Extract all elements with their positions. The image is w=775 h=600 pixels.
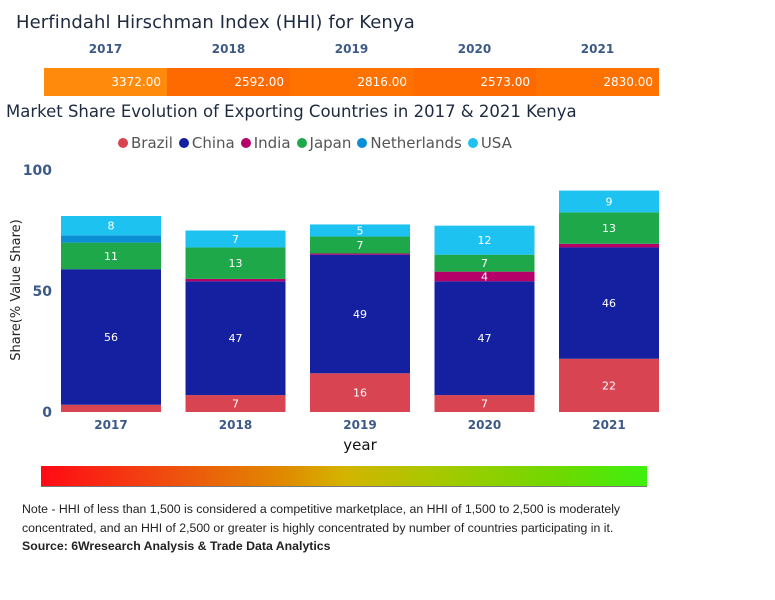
bar-segment-brazil — [434, 395, 535, 412]
legend-dot-icon — [240, 138, 251, 148]
hhi-color-scale — [41, 466, 647, 487]
bar-segment-japan — [559, 212, 659, 244]
source-text: Source: 6Wresearch Analysis & Trade Data… — [22, 539, 331, 553]
chart-legend: Brazil China India Japan Netherlands USA — [118, 134, 518, 152]
x-tick-label: 2018 — [219, 418, 252, 432]
hhi-year: 2021 — [580, 42, 615, 56]
data-label: 7 — [232, 233, 239, 246]
data-label: 4 — [481, 270, 488, 283]
data-label: 13 — [602, 222, 616, 235]
legend-dot-icon — [357, 138, 368, 148]
bar-segment-usa — [310, 224, 410, 237]
bar-segment-usa — [61, 215, 161, 236]
bar-segment-japan — [310, 236, 410, 254]
hhi-year: 2019 — [334, 42, 369, 56]
bar-segment-india — [310, 253, 410, 255]
bar-segment-china — [559, 247, 659, 359]
bar-segment-brazil — [61, 404, 161, 412]
x-tick-label: 2020 — [468, 418, 501, 432]
y-tick-label: 50 — [33, 284, 53, 300]
data-label: 7 — [481, 398, 488, 411]
y-axis-label: Share(% Value Share) — [9, 219, 24, 361]
hhi-value: 2830.00 — [536, 68, 659, 96]
legend-label: India — [253, 134, 291, 152]
bar-segment-japan — [61, 242, 161, 270]
hhi-value: 2816.00 — [290, 68, 413, 96]
x-axis-label: year — [343, 436, 377, 454]
bar-segment-usa — [559, 190, 659, 213]
legend-label: Japan — [309, 134, 352, 152]
legend-item-china[interactable]: China — [178, 134, 235, 152]
x-tick-label: 2017 — [94, 418, 127, 432]
x-tick-label: 2019 — [343, 418, 376, 432]
bar-segment-china — [310, 254, 410, 374]
hhi-value: 3372.00 — [44, 68, 167, 96]
bar-segment-china — [185, 281, 286, 396]
bar-segment-india — [434, 271, 535, 282]
legend-item-netherlands[interactable]: Netherlands — [357, 134, 462, 152]
bar-segment-netherlands — [61, 235, 161, 243]
data-label: 5 — [357, 225, 364, 238]
hhi-year: 2017 — [88, 42, 123, 56]
data-label: 11 — [104, 250, 118, 263]
data-label: 7 — [481, 257, 488, 270]
hhi-value: 2573.00 — [413, 68, 536, 96]
data-label: 7 — [232, 398, 239, 411]
bar-segment-india — [559, 243, 659, 248]
legend-dot-icon — [178, 138, 189, 148]
bar-segment-japan — [185, 247, 286, 279]
bar-segment-usa — [185, 230, 286, 248]
note-text: Note - HHI of less than 1,500 is conside… — [22, 502, 621, 535]
data-label: 7 — [357, 239, 364, 252]
bar-segment-japan — [434, 254, 535, 272]
hhi-value: 2592.00 — [167, 68, 290, 96]
legend-label: Brazil — [131, 134, 173, 152]
legend-dot-icon — [118, 138, 128, 148]
hhi-value-bar: 3372.00 2592.00 2816.00 2573.00 2830.00 — [44, 68, 659, 96]
note-block: Note - HHI of less than 1,500 is conside… — [22, 500, 682, 556]
hhi-year: 2018 — [211, 42, 246, 56]
data-label: 49 — [353, 308, 367, 321]
bar-segment-usa — [434, 225, 535, 255]
legend-item-brazil[interactable]: Brazil — [118, 134, 173, 152]
bar-segment-china — [61, 269, 161, 405]
data-label: 47 — [478, 332, 492, 345]
x-tick-label: 2021 — [592, 418, 625, 432]
bar-segment-brazil — [310, 373, 410, 412]
data-label: 13 — [229, 257, 243, 270]
hhi-title: Herfindahl Hirschman Index (HHI) for Ken… — [16, 12, 415, 33]
bar-segment-india — [185, 278, 286, 282]
data-label: 56 — [104, 331, 118, 344]
legend-label: China — [191, 134, 235, 152]
chart-title: Market Share Evolution of Exporting Coun… — [6, 102, 577, 121]
bar-segment-brazil — [185, 395, 286, 412]
data-label: 47 — [229, 332, 243, 345]
legend-item-india[interactable]: India — [240, 134, 291, 152]
hhi-year: 2020 — [457, 42, 492, 56]
legend-dot-icon — [467, 138, 478, 148]
legend-label: USA — [480, 134, 512, 152]
y-tick-label: 0 — [42, 405, 52, 421]
data-label: 22 — [602, 379, 616, 392]
y-tick-label: 100 — [23, 163, 52, 179]
bar-segment-china — [434, 281, 535, 396]
legend-label: Netherlands — [370, 134, 462, 152]
legend-item-japan[interactable]: Japan — [296, 134, 352, 152]
data-label: 8 — [108, 220, 115, 233]
data-label: 16 — [353, 387, 367, 400]
bar-segment-brazil — [559, 358, 659, 412]
data-label: 9 — [606, 195, 613, 208]
data-label: 46 — [602, 297, 616, 310]
legend-item-usa[interactable]: USA — [467, 134, 512, 152]
data-label: 12 — [478, 234, 492, 247]
hhi-year-row: 2017 2018 2019 2020 2021 — [44, 42, 659, 60]
legend-dot-icon — [296, 138, 307, 148]
